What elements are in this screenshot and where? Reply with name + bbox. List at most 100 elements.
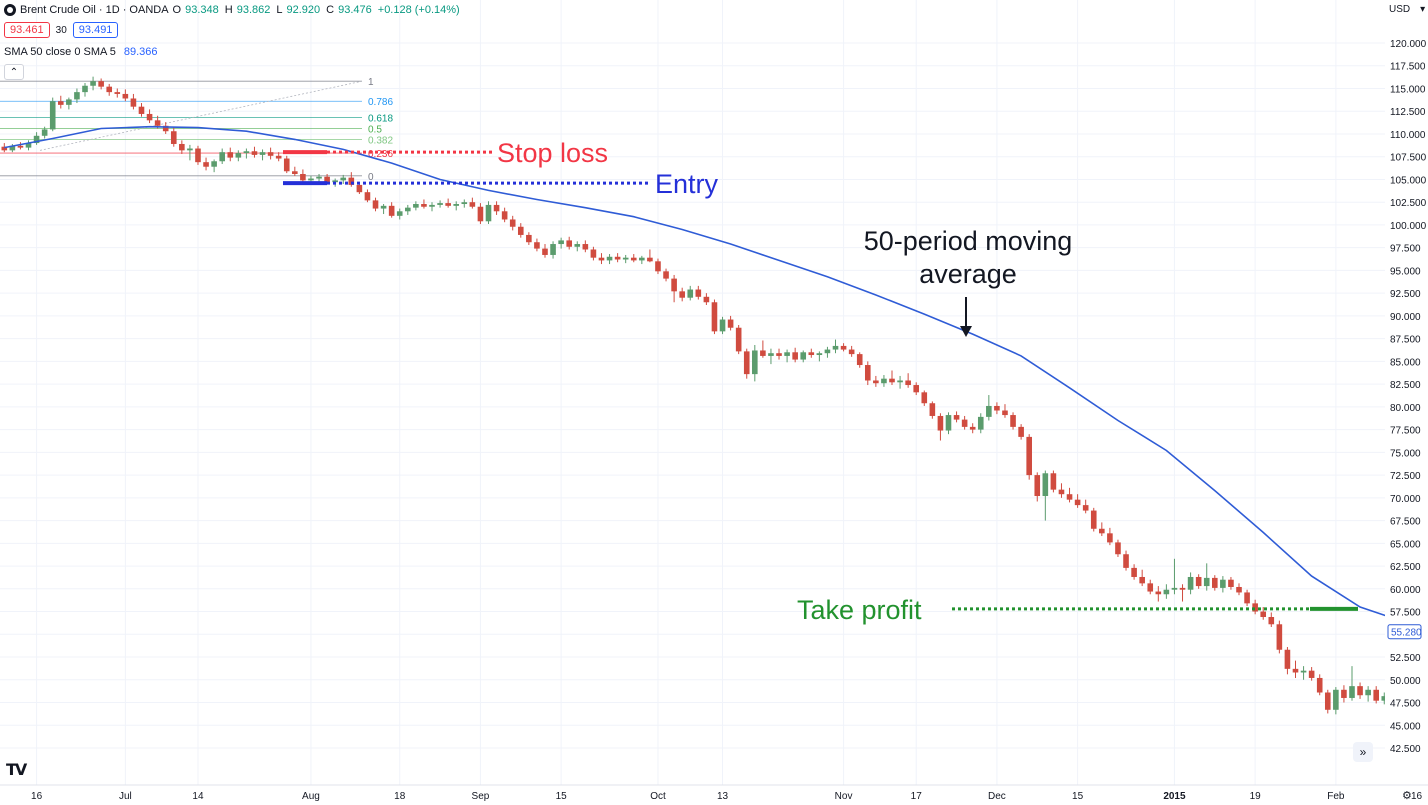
candle-body	[1179, 587, 1186, 590]
candle-body	[1090, 510, 1097, 529]
ohlc-high-value: 93.862	[236, 4, 271, 16]
candle-body	[461, 202, 468, 205]
legend-controls: ⌃	[4, 64, 24, 80]
candle-body	[283, 158, 290, 172]
candle-body	[195, 148, 201, 163]
candle-body	[574, 244, 581, 247]
indicator-legend[interactable]: SMA 50 close 0 SMA 5 89.366	[4, 46, 158, 58]
chevron-up-icon[interactable]: ⌃	[4, 64, 24, 80]
candle-body	[316, 176, 322, 179]
fib-level-label: 0.382	[368, 135, 393, 146]
candle-body	[154, 120, 161, 126]
price-change: +0.128 (+0.14%)	[377, 4, 460, 16]
price-tick-label: 100.000	[1390, 221, 1427, 232]
candle-body	[1252, 603, 1258, 612]
candle-body	[372, 200, 379, 209]
price-tick-label: 97.500	[1390, 244, 1421, 255]
candle-body	[380, 205, 387, 209]
candle-body	[396, 211, 403, 216]
price-tick-label: 50.000	[1390, 676, 1421, 687]
candle-body	[703, 296, 710, 303]
candle-body	[808, 352, 815, 356]
candle-body	[517, 226, 524, 235]
tradingview-logo-icon[interactable]: TV	[6, 760, 27, 779]
candle-body	[816, 353, 823, 356]
price-tick-label: 72.500	[1390, 471, 1421, 482]
candle-body	[429, 204, 435, 207]
candle-body	[994, 405, 1000, 411]
candle-body	[340, 177, 347, 181]
candle-body	[1349, 686, 1355, 698]
currency-selector[interactable]: USD ▾	[1389, 4, 1425, 15]
candle-body	[356, 184, 363, 193]
time-tick-label: 16	[1411, 791, 1423, 802]
candle-body	[598, 257, 605, 261]
candle-body	[1284, 649, 1291, 669]
gear-icon[interactable]: ⚙	[1402, 790, 1412, 802]
candle-body	[1260, 611, 1267, 618]
candle-body	[90, 81, 96, 86]
symbol-title[interactable]: Brent Crude Oil · 1D · OANDA	[20, 4, 169, 16]
candle-body	[913, 385, 920, 393]
time-tick-label: 17	[911, 791, 923, 802]
sma-50-line	[4, 125, 1428, 630]
currency-label: USD	[1389, 4, 1411, 15]
candle-body	[1042, 473, 1049, 497]
candle-body	[1333, 689, 1339, 710]
candle-body	[945, 415, 952, 431]
fib-level-label: 1	[368, 77, 374, 88]
candle-body	[719, 319, 726, 332]
sma-price-tag	[1387, 624, 1422, 640]
time-tick-label: Dec	[988, 791, 1006, 802]
price-tick-label: 110.000	[1390, 130, 1426, 141]
annotation-text-line2: average	[919, 259, 1017, 289]
candle-body	[211, 161, 217, 167]
candle-body	[711, 302, 718, 332]
candle-body	[1357, 686, 1363, 696]
candle-body	[856, 354, 863, 366]
candle-body	[1074, 499, 1081, 506]
candle-body	[897, 380, 903, 383]
price-tick-label: 102.500	[1390, 198, 1427, 209]
stop-loss-label: Stop loss	[497, 138, 608, 168]
time-axis-bg	[0, 785, 1428, 805]
candle-body	[630, 257, 637, 261]
candle-body	[760, 350, 766, 356]
candle-body	[1010, 415, 1016, 427]
price-axis: 120.000 117.500 115.000 112.500 110.000 107.5…	[1385, 0, 1428, 805]
candle-body	[57, 101, 64, 105]
fib-level-label: 0.236	[368, 149, 393, 160]
candle-body	[953, 415, 960, 420]
buy-button[interactable]: 93.491	[72, 22, 119, 38]
candle-body	[66, 99, 72, 105]
candle-body	[1203, 577, 1210, 587]
fib-level-label: 0.786	[368, 97, 393, 108]
price-tick-label: 42.500	[1390, 744, 1421, 755]
candle-body	[647, 257, 653, 262]
trade-levels: Stop loss Entry Take profit	[283, 138, 1358, 625]
candle-body	[251, 151, 258, 155]
candle-body	[1365, 689, 1371, 696]
candle-body	[453, 204, 460, 206]
candle-body	[1123, 554, 1129, 568]
candle-body	[477, 206, 484, 222]
price-tick-label: 45.000	[1390, 721, 1421, 732]
scroll-to-realtime-button[interactable]: »	[1353, 742, 1373, 762]
candle-body	[1050, 473, 1057, 490]
candle-body	[735, 327, 742, 352]
candle-body	[146, 113, 153, 121]
ohlc-low-value: 92.920	[286, 4, 321, 16]
candle-body	[929, 403, 936, 416]
candle-body	[622, 257, 629, 260]
ohlc-high-label: H	[224, 4, 233, 16]
candle-body	[1244, 592, 1250, 604]
candle-body	[122, 93, 129, 99]
time-tick-label: 15	[1072, 791, 1084, 802]
price-tick-label: 70.000	[1390, 494, 1421, 505]
entry-label: Entry	[655, 169, 719, 199]
sell-button[interactable]: 93.461	[4, 22, 50, 38]
candle-body	[1066, 494, 1073, 500]
candle-body	[1228, 579, 1234, 587]
